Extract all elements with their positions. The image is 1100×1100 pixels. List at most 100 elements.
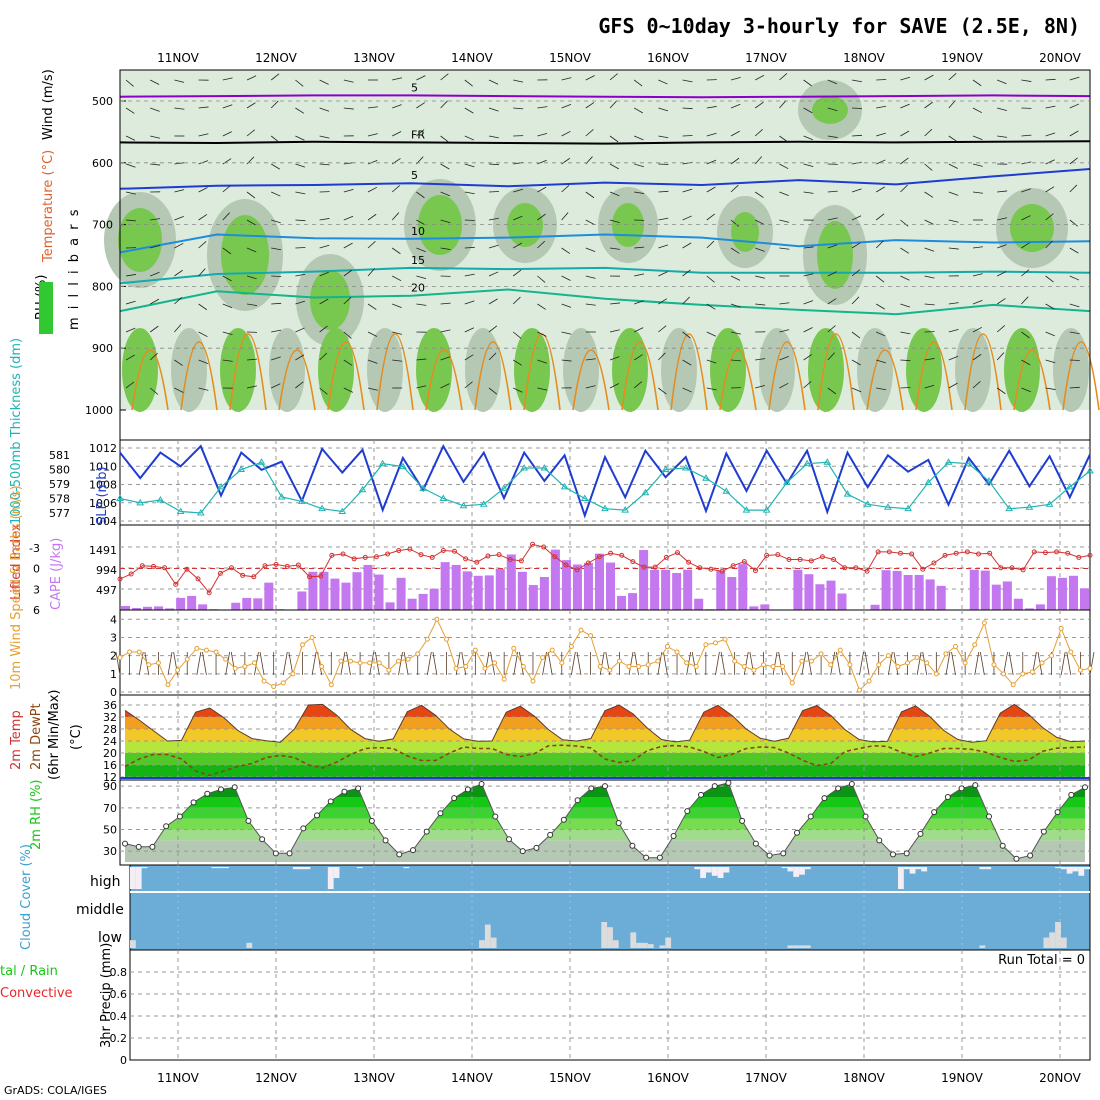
thickness-point (156, 495, 165, 503)
date-label-top: 13NOV (353, 51, 395, 65)
rh-point (464, 786, 471, 793)
low-cloud-bar (665, 937, 672, 948)
rh-point (711, 783, 718, 790)
wind-barb (464, 246, 475, 249)
li-point (853, 565, 859, 571)
warm-dome (180, 341, 218, 411)
wind-barb (174, 387, 184, 393)
cape-bar (672, 572, 682, 610)
rh-point (259, 836, 266, 843)
rh-point (807, 813, 814, 820)
wind-barb (246, 385, 257, 389)
wind-point (703, 642, 709, 648)
warm-dome (327, 341, 365, 411)
li-point (1031, 549, 1037, 555)
wind-barb (319, 244, 330, 249)
wind-point (1087, 665, 1093, 671)
cape-bar (154, 606, 164, 610)
li-point (295, 562, 301, 568)
li-point (674, 550, 680, 556)
tick-label: 2 (110, 650, 117, 663)
wind-barb (633, 354, 643, 361)
rh-point (492, 813, 499, 820)
thickness-point (116, 494, 124, 501)
wind-barb (658, 352, 666, 361)
surface-wind-barb (864, 651, 870, 676)
li-point (630, 559, 636, 565)
rh-point (615, 820, 622, 826)
wind-barb (537, 240, 545, 249)
wind-point (655, 658, 661, 664)
wind-barb (125, 135, 136, 141)
wind-barb (1021, 359, 1031, 366)
wind-point (751, 667, 757, 673)
wind-point (885, 653, 891, 659)
wind-barb (295, 191, 306, 195)
li-point (373, 554, 379, 560)
surface-wind-barb (979, 651, 985, 676)
wind-point (415, 651, 421, 657)
wind-barb (1021, 331, 1030, 339)
wind-point (232, 665, 238, 671)
li-point (1065, 550, 1071, 556)
cape-bar (198, 604, 208, 610)
cape-bar (936, 585, 946, 610)
wind-point (328, 682, 334, 688)
wind-barb (295, 107, 305, 114)
wind-barb (464, 163, 475, 168)
wind-barb (755, 385, 765, 389)
wind-barb (295, 327, 305, 333)
rh-point (218, 786, 224, 793)
wind-barb (924, 128, 933, 137)
cape-bar (374, 574, 384, 610)
low-cloud-bar (484, 924, 491, 948)
rh-lowlevel-blob (514, 328, 550, 412)
wind-barb (271, 329, 282, 333)
wind-barb (464, 79, 473, 87)
tick-label: 1491 (89, 544, 117, 557)
high-cloud-bar (304, 867, 311, 870)
wind-barb (150, 163, 161, 166)
wind-barb (827, 79, 838, 85)
surface-wind-barb (916, 651, 922, 676)
wind-barb (1069, 184, 1078, 193)
cape-bar (914, 574, 924, 610)
high-cloud-bar (898, 867, 904, 889)
low-cloud-bar (804, 945, 811, 948)
wind-point (626, 664, 632, 670)
wind-barb (513, 242, 523, 249)
wind-barb (440, 302, 451, 305)
high-cloud-bar (804, 867, 811, 870)
wind-barb (150, 79, 160, 85)
thickness-point (560, 482, 569, 490)
thickness-line (119, 461, 1091, 514)
cape-bar (539, 577, 549, 610)
wind-barb (851, 188, 862, 193)
rh-lowlevel-blob (1053, 328, 1089, 412)
minmax-label: (6hr Min/Max) (47, 690, 62, 780)
wind-barb (972, 381, 981, 389)
high-cloud-bar (799, 867, 805, 875)
date-label-bottom: 17NOV (745, 1071, 787, 1085)
wind-barb (488, 352, 497, 361)
wind-point (405, 656, 411, 662)
li-point (753, 568, 759, 574)
high-cloud-bar (327, 867, 334, 889)
wind-barb (706, 359, 717, 364)
rh-band (125, 829, 1085, 841)
cape-bar (903, 574, 913, 610)
wind-barb (246, 275, 257, 280)
surface-wind-barb (547, 651, 553, 676)
wind-point (492, 660, 498, 666)
cape-bar (352, 572, 362, 610)
wind-barb (851, 215, 862, 221)
temp-contour-10 (119, 233, 1091, 254)
rh-point (643, 854, 650, 861)
wind-barb (488, 244, 499, 249)
li-point (652, 564, 658, 570)
rh-point (999, 842, 1006, 849)
surface-wind-barb (1008, 651, 1014, 676)
wind-point (472, 647, 478, 653)
wind-barb (198, 160, 209, 165)
wind-barb (997, 190, 1008, 193)
